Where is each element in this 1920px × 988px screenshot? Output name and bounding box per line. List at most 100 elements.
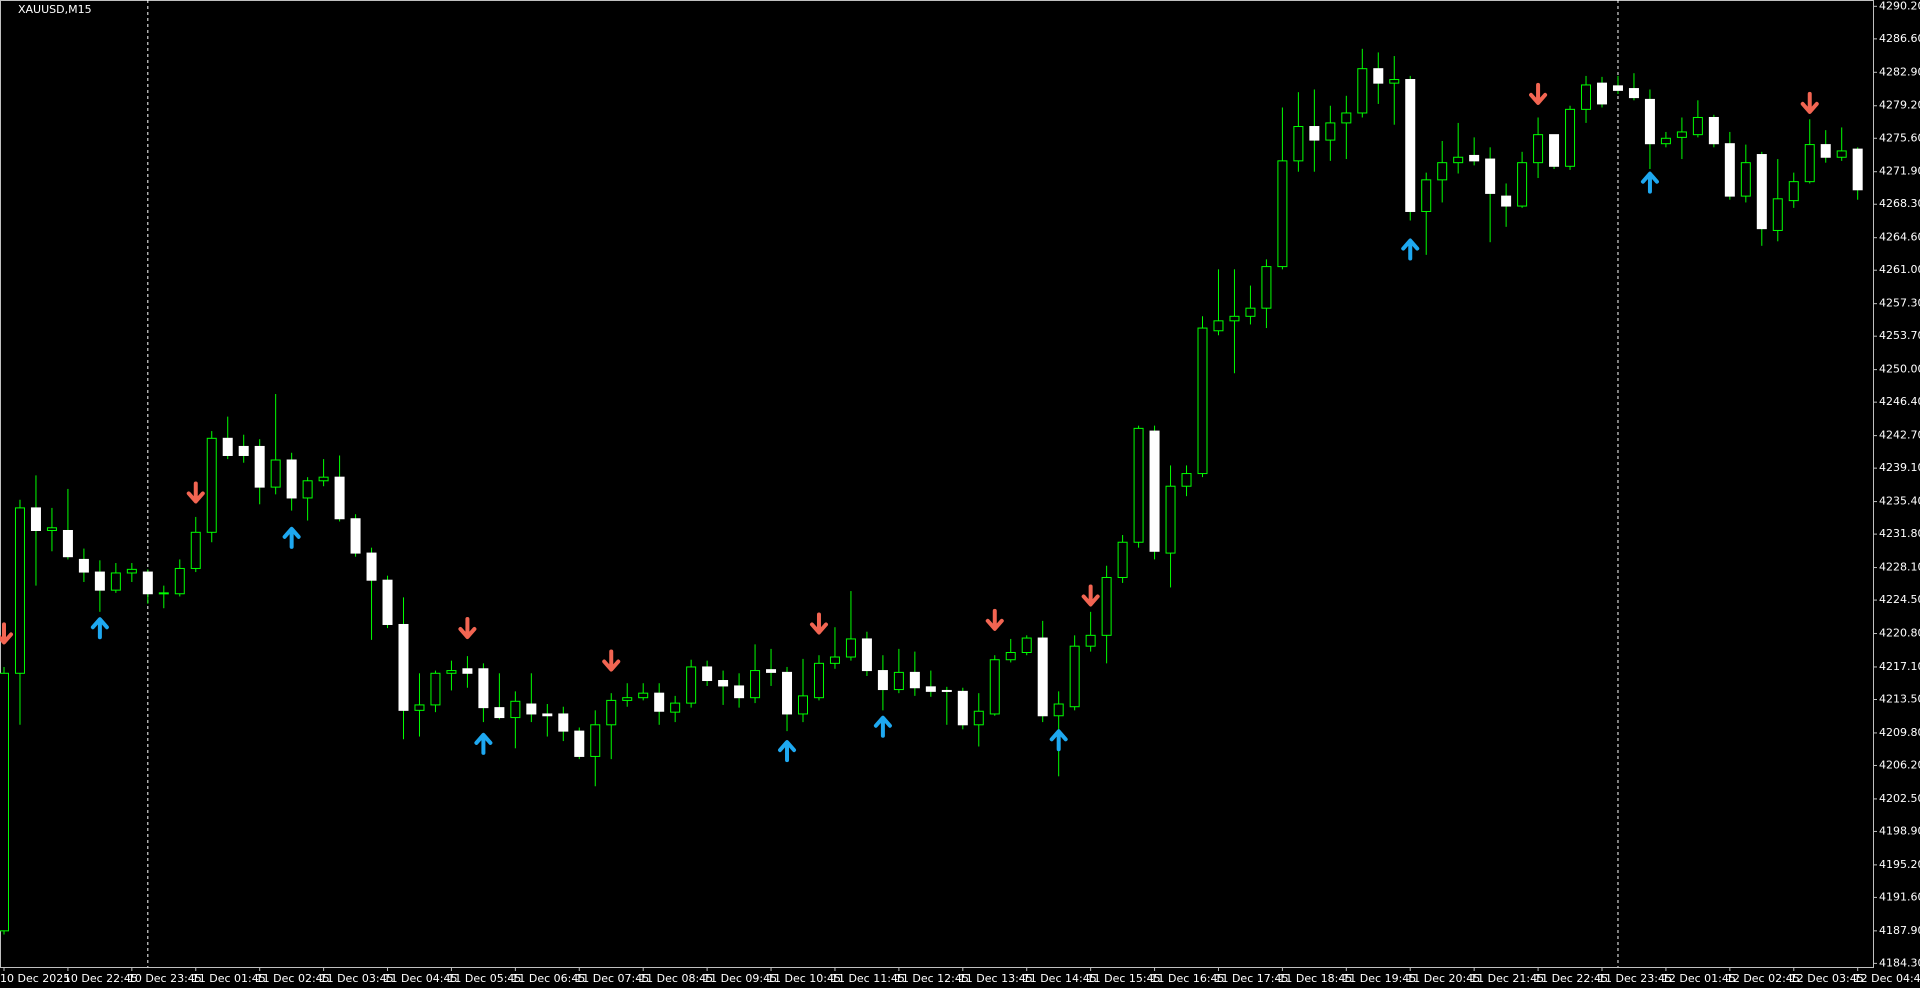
buy-arrow bbox=[474, 732, 493, 755]
candle-body bbox=[350, 518, 361, 554]
candle-body bbox=[1405, 79, 1416, 212]
x-tick-label: 11 Dec 02:45 bbox=[256, 972, 330, 985]
candle-body bbox=[462, 668, 473, 674]
x-tick-label: 11 Dec 09:45 bbox=[703, 972, 777, 985]
candle-body bbox=[446, 670, 457, 674]
x-tick-label: 11 Dec 01:45 bbox=[192, 972, 266, 985]
y-tick-label: 4184.30 bbox=[1879, 956, 1920, 969]
candle-body bbox=[1852, 148, 1863, 191]
x-tick-label: 11 Dec 06:45 bbox=[511, 972, 585, 985]
candle-body bbox=[302, 480, 313, 499]
candle-body bbox=[845, 638, 856, 658]
candle-body bbox=[1708, 116, 1719, 145]
candle-body bbox=[782, 671, 793, 715]
x-tick-label: 11 Dec 07:45 bbox=[575, 972, 649, 985]
candle-body bbox=[813, 662, 824, 699]
y-tick-label: 4231.80 bbox=[1879, 527, 1920, 540]
candle-body bbox=[702, 666, 713, 682]
candle-body bbox=[893, 671, 904, 691]
candle-body bbox=[1628, 88, 1639, 99]
candle-body bbox=[1804, 144, 1815, 183]
candle-body bbox=[798, 695, 808, 715]
sell-arrow bbox=[0, 622, 13, 645]
y-tick-label: 4224.50 bbox=[1879, 593, 1920, 606]
candle-body bbox=[686, 666, 697, 704]
x-tick-label: 11 Dec 18:45 bbox=[1278, 972, 1352, 985]
candle-body bbox=[1325, 122, 1336, 141]
candle-body bbox=[510, 700, 521, 719]
x-tick-label: 11 Dec 20:45 bbox=[1406, 972, 1480, 985]
x-tick-label: 11 Dec 04:45 bbox=[384, 972, 458, 985]
candle-body bbox=[718, 680, 729, 687]
y-tick-label: 4235.40 bbox=[1879, 495, 1920, 508]
candle-body bbox=[1117, 541, 1128, 578]
candle-body bbox=[94, 571, 105, 591]
candle-body bbox=[558, 713, 569, 732]
candle-body bbox=[1357, 68, 1368, 114]
candle-body bbox=[766, 669, 777, 673]
x-tick-label: 11 Dec 08:45 bbox=[639, 972, 713, 985]
candle-body bbox=[414, 704, 425, 711]
candle-body bbox=[206, 437, 217, 533]
y-tick-label: 4246.40 bbox=[1879, 395, 1920, 408]
y-tick-label: 4220.80 bbox=[1879, 627, 1920, 640]
candle-body bbox=[14, 507, 25, 674]
y-tick-label: 4261.00 bbox=[1879, 263, 1920, 276]
y-tick-label: 4206.20 bbox=[1879, 758, 1920, 771]
x-tick-label: 10 Dec 2025 bbox=[0, 972, 70, 985]
buy-arrow bbox=[1049, 729, 1068, 752]
candle-body bbox=[1581, 84, 1592, 110]
candle-body bbox=[1069, 645, 1080, 708]
x-tick-label: 12 Dec 01:45 bbox=[1662, 972, 1736, 985]
candle-body bbox=[1261, 266, 1272, 309]
candle-body bbox=[382, 579, 393, 625]
candle-body bbox=[1085, 634, 1096, 647]
candle-body bbox=[334, 476, 345, 520]
x-tick-label: 10 Dec 23:45 bbox=[128, 972, 202, 985]
buy-arrow bbox=[282, 526, 301, 549]
candle-body bbox=[1213, 320, 1224, 332]
y-tick-label: 4250.00 bbox=[1879, 363, 1920, 376]
candle-body bbox=[1437, 162, 1448, 181]
candle-body bbox=[1644, 98, 1655, 145]
candle-body bbox=[1549, 134, 1560, 167]
candle-body bbox=[542, 713, 553, 717]
candle-body bbox=[1421, 179, 1432, 212]
y-tick-label: 4187.90 bbox=[1879, 924, 1920, 937]
x-tick-label: 11 Dec 22:45 bbox=[1534, 972, 1608, 985]
candle-body bbox=[158, 592, 169, 595]
y-tick-label: 4217.10 bbox=[1879, 660, 1920, 673]
y-tick-label: 4191.60 bbox=[1879, 890, 1920, 903]
candle-body bbox=[126, 568, 137, 574]
candle-body bbox=[1389, 79, 1400, 84]
y-tick-label: 4279.20 bbox=[1879, 99, 1920, 112]
y-tick-label: 4271.90 bbox=[1879, 165, 1920, 178]
candle-body bbox=[1836, 150, 1847, 158]
buy-arrow bbox=[873, 715, 892, 738]
chart-title: XAUUSD,M15 bbox=[18, 3, 92, 16]
candle-body bbox=[1469, 154, 1480, 162]
x-tick-label: 11 Dec 13:45 bbox=[959, 972, 1033, 985]
x-tick-label: 10 Dec 22:45 bbox=[64, 972, 138, 985]
candle-body bbox=[973, 710, 984, 726]
candle-body bbox=[1676, 131, 1687, 138]
candle-body bbox=[829, 656, 840, 664]
y-tick-label: 4242.70 bbox=[1879, 429, 1920, 442]
candle-body bbox=[1565, 108, 1576, 167]
candle-body bbox=[1597, 82, 1607, 105]
buy-arrow bbox=[778, 740, 797, 763]
y-tick-label: 4286.60 bbox=[1879, 32, 1920, 45]
candle-body bbox=[222, 437, 233, 456]
candle-body bbox=[318, 476, 329, 482]
candle-body bbox=[1245, 307, 1256, 317]
candle-body bbox=[574, 730, 585, 757]
candle-body bbox=[1165, 485, 1176, 554]
candle-body bbox=[0, 672, 9, 932]
x-tick-label: 11 Dec 17:45 bbox=[1214, 972, 1288, 985]
x-tick-label: 11 Dec 05:45 bbox=[447, 972, 521, 985]
y-tick-label: 4275.60 bbox=[1879, 131, 1920, 144]
candle-body bbox=[46, 527, 57, 531]
